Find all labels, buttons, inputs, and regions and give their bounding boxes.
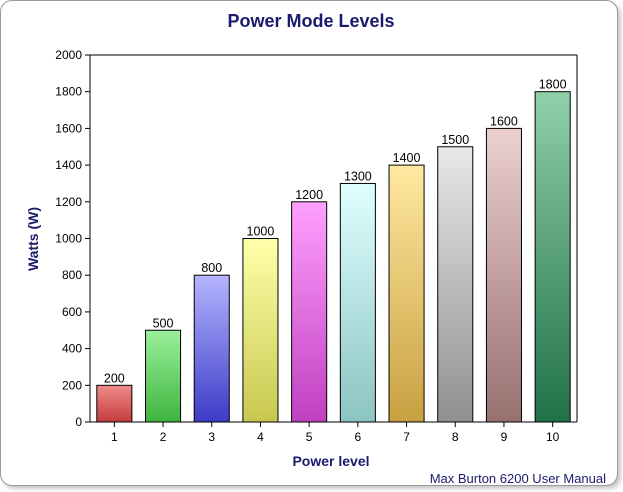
bar-level-2 [145,329,182,423]
bar-level-10 [534,91,571,423]
data-label-level-1: 200 [104,371,125,385]
data-label-level-10: 1800 [539,78,567,92]
data-label-level-9: 1600 [490,114,518,128]
bar-level-8 [437,146,474,423]
footer-credit: Max Burton 6200 User Manual [430,471,606,486]
bar-level-9 [485,127,522,423]
data-label-level-8: 1500 [441,133,469,147]
x-tick-label: 5 [306,430,313,444]
data-label-level-2: 500 [153,316,174,330]
y-tick-label: 0 [75,415,82,429]
y-tick-label: 2000 [55,48,82,62]
data-label-level-5: 1200 [295,188,323,202]
x-tick-label: 6 [355,430,362,444]
x-tick-label: 3 [208,430,215,444]
data-label-level-3: 800 [201,261,222,275]
y-tick-label: 1000 [55,232,82,246]
ticks-group: 0 200 400 600 800 1000 1200 1400 1600 1800 2000 1 2 3… [55,48,559,444]
data-label-level-7: 1400 [393,151,421,165]
bar-level-7 [388,164,425,423]
x-tick-label: 2 [160,430,167,444]
bar-level-4 [242,238,279,423]
x-tick-label: 10 [546,430,560,444]
y-axis-label: Watts (W) [25,207,41,271]
x-tick-label: 8 [452,430,459,444]
y-tick-label: 1400 [55,158,82,172]
bar-level-6 [339,182,376,423]
y-tick-label: 1800 [55,85,82,99]
x-tick-label: 4 [257,430,264,444]
bar-level-1 [96,384,133,423]
y-tick-label: 600 [62,305,82,319]
y-tick-label: 200 [62,378,82,392]
y-tick-label: 1200 [55,195,82,209]
y-tick-label: 1600 [55,121,82,135]
bar-level-5 [291,201,328,423]
y-tick-label: 800 [62,268,82,282]
data-label-level-6: 1300 [344,169,372,183]
chart-title: Power Mode Levels [227,11,394,31]
x-axis-label: Power level [292,453,369,469]
y-tick-label: 400 [62,342,82,356]
bars-group: 200 500 800 1000 1200 1300 1400 1500 1600 1800 [96,78,571,423]
x-tick-label: 7 [403,430,410,444]
bar-level-3 [193,274,230,423]
x-tick-label: 9 [501,430,508,444]
data-label-level-4: 1000 [247,225,275,239]
x-tick-label: 1 [111,430,118,444]
